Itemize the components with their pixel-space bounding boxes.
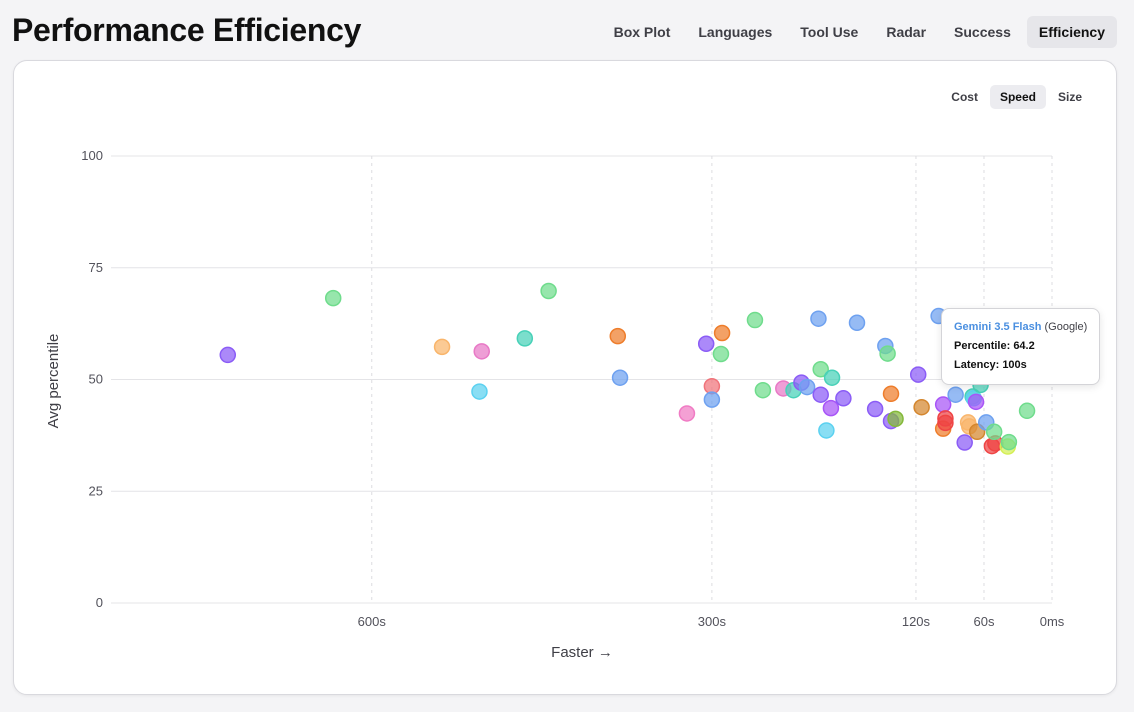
scatter-point[interactable] <box>848 314 866 331</box>
scatter-point[interactable] <box>471 383 488 400</box>
data-points <box>219 282 1036 455</box>
scatter-chart: 0 25 50 75 100 600s 300s 120s 60s 0ms Faster → Av… <box>45 148 1065 661</box>
scatter-point[interactable] <box>956 434 973 451</box>
scatter-point[interactable] <box>713 324 731 342</box>
tab-tool-use[interactable]: Tool Use <box>788 16 870 48</box>
tooltip-latency-label: Latency: <box>954 359 1000 371</box>
axis-ticks: 0 25 50 75 100 600s 300s 120s 60s 0ms <box>81 148 1064 629</box>
page-title: Performance Efficiency <box>12 12 362 48</box>
scatter-point[interactable] <box>609 327 627 345</box>
tab-radar[interactable]: Radar <box>874 16 938 48</box>
scatter-point[interactable] <box>798 378 816 396</box>
scatter-point[interactable] <box>703 391 721 408</box>
scatter-point[interactable] <box>835 390 852 407</box>
scatter-point[interactable] <box>937 414 954 432</box>
scatter-point[interactable] <box>324 289 342 307</box>
tooltip-percentile-value: 64.2 <box>1013 340 1035 352</box>
y-tick-label: 100 <box>81 148 103 163</box>
scatter-point[interactable] <box>913 398 930 416</box>
scatter-point[interactable] <box>812 360 829 378</box>
scatter-point[interactable] <box>947 386 964 403</box>
scatter-point[interactable] <box>754 381 772 399</box>
scatter-point[interactable] <box>697 335 715 352</box>
scatter-point[interactable] <box>433 338 451 356</box>
tooltip-org: (Google) <box>1044 321 1088 333</box>
tooltip-model-name: Gemini 3.5 Flash <box>954 321 1042 333</box>
scatter-point[interactable] <box>1018 402 1036 420</box>
x-tick-label: 600s <box>358 614 387 629</box>
y-tick-label: 75 <box>89 260 103 275</box>
scatter-point[interactable] <box>879 345 896 362</box>
scatter-point[interactable] <box>818 422 835 439</box>
point-tooltip: Gemini 3.5 Flash (Google) Percentile: 64… <box>941 308 1101 385</box>
tab-languages[interactable]: Languages <box>686 16 784 48</box>
metric-tabs: Cost Speed Size <box>941 85 1092 109</box>
scatter-point[interactable] <box>887 410 904 428</box>
tooltip-percentile-label: Percentile: <box>954 340 1011 352</box>
scatter-point[interactable] <box>746 311 764 329</box>
tab-success[interactable]: Success <box>942 16 1023 48</box>
x-axis-title: Faster → <box>551 644 613 661</box>
x-tick-label: 300s <box>698 614 727 629</box>
y-tick-label: 25 <box>89 483 103 498</box>
scatter-point[interactable] <box>219 346 237 364</box>
scatter-point[interactable] <box>810 310 827 327</box>
tab-efficiency[interactable]: Efficiency <box>1026 16 1117 48</box>
tooltip-latency-value: 100s <box>1002 359 1027 371</box>
scatter-point[interactable] <box>985 423 1003 441</box>
scatter-point[interactable] <box>611 369 629 386</box>
metric-tab-cost[interactable]: Cost <box>941 85 988 109</box>
scatter-point[interactable] <box>540 282 557 300</box>
y-axis-title: Avg percentile <box>45 334 62 429</box>
scatter-point[interactable] <box>822 399 840 417</box>
scatter-point[interactable] <box>934 396 952 413</box>
scatter-point[interactable] <box>712 345 730 363</box>
scatter-point[interactable] <box>473 343 490 360</box>
scatter-point[interactable] <box>678 405 696 422</box>
scatter-point[interactable] <box>823 369 841 386</box>
scatter-point[interactable] <box>866 400 884 418</box>
scatter-point[interactable] <box>516 330 534 347</box>
y-tick-label: 0 <box>96 595 103 610</box>
metric-tab-speed[interactable]: Speed <box>989 85 1046 109</box>
view-tabs: Box Plot Languages Tool Use Radar Succes… <box>602 16 1117 48</box>
tab-box-plot[interactable]: Box Plot <box>602 16 683 48</box>
scatter-point[interactable] <box>1000 433 1018 451</box>
scatter-point[interactable] <box>882 385 900 403</box>
scatter-point[interactable] <box>909 366 927 383</box>
grid <box>111 155 1053 604</box>
x-tick-label: 60s <box>973 614 994 629</box>
x-tick-label: 120s <box>902 614 931 629</box>
scatter-point[interactable] <box>967 393 985 411</box>
chart-card: Cost Speed Size 0 25 50 75 100 600s 300s 120s 60… <box>13 60 1117 695</box>
metric-tab-size[interactable]: Size <box>1048 85 1092 109</box>
scatter-point[interactable] <box>812 386 829 403</box>
y-tick-label: 50 <box>89 372 103 387</box>
x-tick-label: 0ms <box>1040 614 1065 629</box>
